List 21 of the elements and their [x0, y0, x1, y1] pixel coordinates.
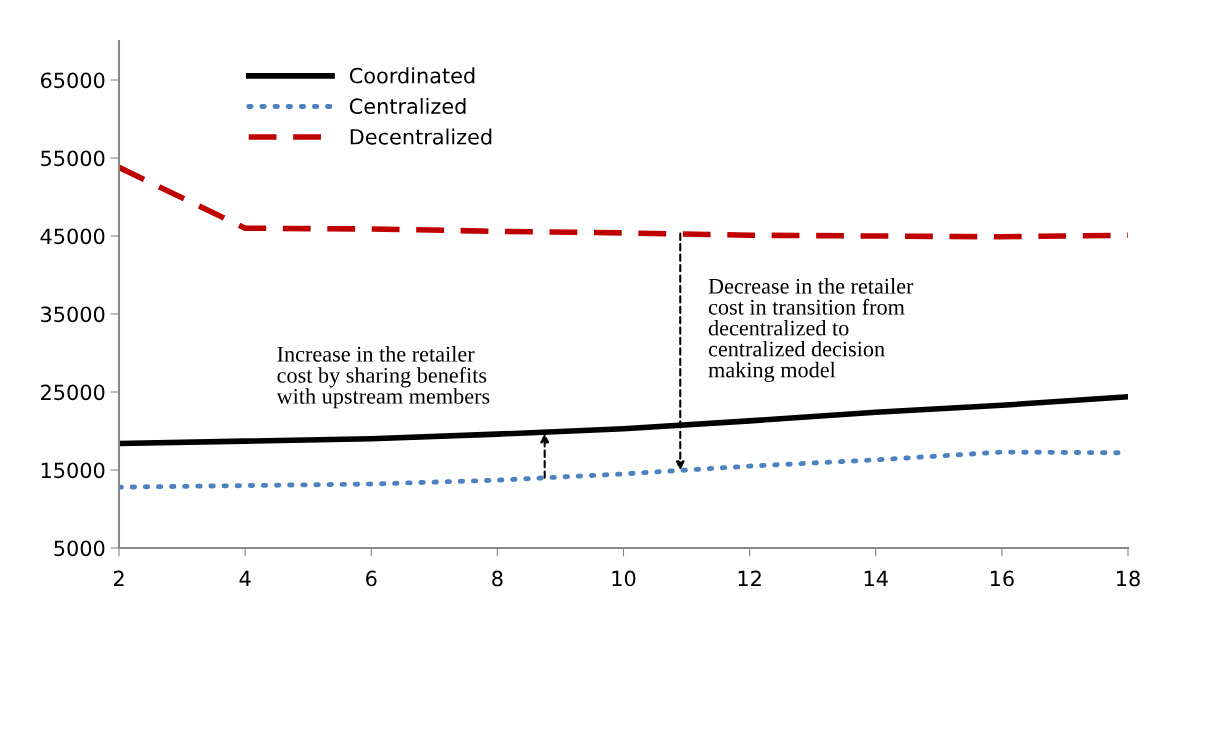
legend-label: Coordinated [349, 67, 475, 84]
x-tick-label: 16 [990, 570, 1014, 587]
y-tick-label: 65000 [40, 72, 105, 89]
y-tick-label: 5000 [54, 540, 105, 557]
legend-label: Centralized [349, 97, 466, 115]
y-tick-label: 45000 [40, 228, 105, 245]
x-tick-label: 18 [1117, 570, 1140, 587]
y-tick-label: 25000 [41, 384, 105, 401]
y-tick-label: 35000 [41, 306, 105, 323]
x-tick-label: 4 [239, 570, 251, 587]
x-tick-label: 12 [738, 570, 761, 587]
x-tick-label: 8 [492, 570, 503, 587]
x-tick-label: 2 [113, 570, 124, 587]
y-tick-label: 15000 [41, 462, 105, 479]
annotation: Decrease in the retailer cost in transition from decentralized to centralized decision making model [708, 278, 914, 383]
legend-label: Decentralized [350, 128, 492, 145]
x-tick-label: 14 [864, 570, 888, 587]
x-tick-label: 10 [612, 570, 636, 587]
annotation: Increase in the retailer cost by sharing benefits with upstream members [276, 346, 490, 409]
x-tick-label: 6 [366, 570, 377, 587]
y-tick-label: 55000 [41, 150, 105, 167]
